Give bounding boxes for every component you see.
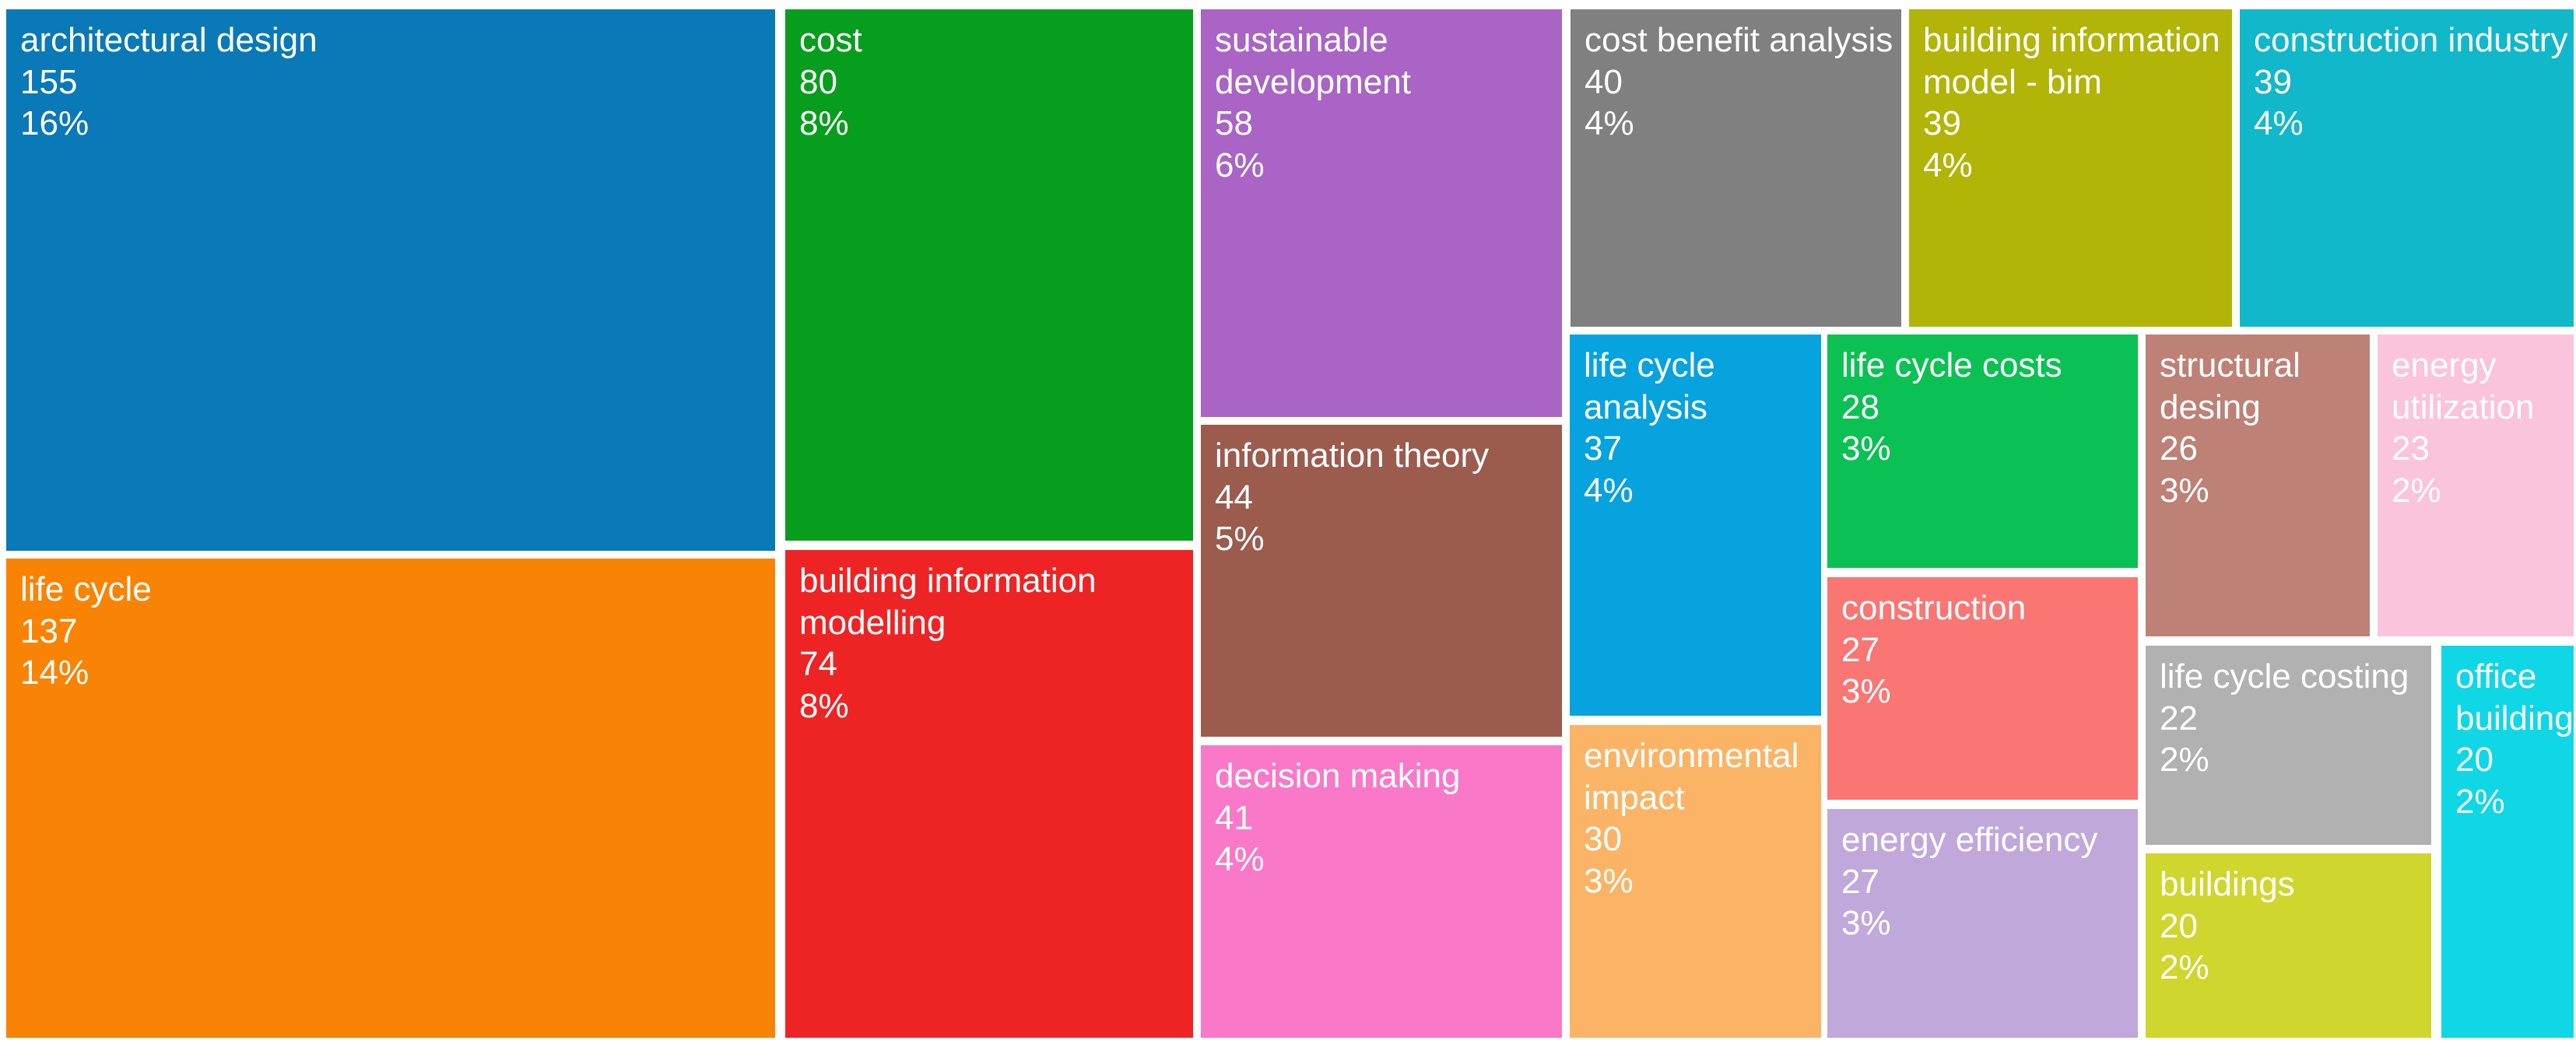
tile-value: 44: [1215, 478, 1253, 517]
treemap-tile-construction[interactable]: construction 27 3%: [1827, 577, 2138, 800]
treemap-tile-life-cycle-costs[interactable]: life cycle costs 28 3%: [1827, 335, 2138, 568]
tile-percent: 8%: [799, 104, 849, 143]
treemap-tile-energy-utilization[interactable]: energy utilization 23 2%: [2378, 335, 2574, 636]
treemap-tile-building-information-modelling[interactable]: building information modelling 74 8%: [785, 550, 1193, 1038]
tile-label: environmental impact: [1584, 737, 1799, 817]
tile-label: construction: [1841, 589, 2027, 627]
tile-label: architectural design: [20, 21, 318, 59]
treemap-tile-life-cycle-costing[interactable]: life cycle costing 22 2%: [2146, 646, 2431, 845]
tile-label: building information modelling: [799, 562, 1097, 642]
tile-value: 155: [20, 62, 78, 101]
tile-percent: 2%: [2392, 471, 2441, 510]
tile-label: decision making: [1215, 757, 1461, 795]
tile-percent: 4%: [1585, 104, 1634, 143]
tile-value: 41: [1215, 798, 1253, 837]
treemap-tile-buildings[interactable]: buildings 20 2%: [2146, 853, 2431, 1038]
tile-percent: 4%: [1584, 471, 1634, 510]
tile-value: 137: [20, 611, 78, 650]
treemap-tile-life-cycle-analysis[interactable]: life cycle analysis 37 4%: [1570, 335, 1821, 716]
tile-label: office building: [2455, 657, 2574, 737]
tile-percent: 4%: [1923, 146, 1973, 185]
tile-value: 80: [799, 62, 837, 101]
tile-label: buildings: [2160, 865, 2295, 903]
tile-percent: 8%: [799, 687, 849, 726]
tile-label: life cycle analysis: [1584, 346, 1715, 426]
tile-label: building information model - bim: [1923, 21, 2220, 101]
treemap-tile-building-information-model-bim[interactable]: building information model - bim 39 4%: [1909, 9, 2232, 327]
tile-percent: 5%: [1215, 520, 1265, 559]
treemap-tile-structural-desing[interactable]: structural desing 26 3%: [2146, 335, 2370, 636]
tile-percent: 4%: [1215, 840, 1265, 879]
tile-value: 23: [2392, 429, 2430, 468]
tile-value: 20: [2160, 906, 2198, 945]
tile-value: 22: [2160, 699, 2198, 737]
tile-label: sustainable development: [1215, 21, 1411, 101]
treemap-tile-cost[interactable]: cost 80 8%: [785, 9, 1193, 541]
tile-percent: 2%: [2160, 741, 2209, 779]
tile-percent: 4%: [2254, 104, 2304, 143]
tile-percent: 3%: [1584, 862, 1634, 901]
tile-label: cost benefit analysis: [1585, 21, 1893, 59]
treemap-tile-architectural-design[interactable]: architectural design 155 16%: [6, 9, 775, 551]
tile-value: 27: [1841, 630, 1879, 669]
treemap-tile-construction-industry[interactable]: construction industry 39 4%: [2240, 9, 2574, 327]
tile-label: structural desing: [2160, 346, 2301, 426]
tile-percent: 2%: [2160, 948, 2209, 987]
tile-value: 37: [1584, 429, 1622, 468]
tile-value: 74: [799, 645, 837, 684]
tile-label: life cycle: [20, 570, 152, 608]
tile-percent: 3%: [1841, 672, 1891, 711]
tile-value: 28: [1841, 387, 1879, 426]
tile-label: construction industry: [2254, 21, 2568, 59]
tile-label: life cycle costing: [2160, 657, 2409, 695]
treemap-tile-environmental-impact[interactable]: environmental impact 30 3%: [1570, 725, 1821, 1038]
tile-value: 27: [1841, 862, 1879, 901]
tile-value: 20: [2455, 741, 2494, 779]
tile-label: information theory: [1215, 436, 1490, 475]
tile-percent: 6%: [1215, 146, 1265, 185]
tile-percent: 3%: [1841, 429, 1891, 468]
tile-percent: 2%: [2455, 783, 2505, 822]
tile-percent: 16%: [20, 104, 89, 143]
tile-percent: 14%: [20, 653, 89, 692]
tile-value: 26: [2160, 429, 2198, 468]
treemap-tile-life-cycle[interactable]: life cycle 137 14%: [6, 559, 775, 1038]
tile-value: 30: [1584, 820, 1622, 859]
tile-label: cost: [799, 21, 862, 59]
treemap-tile-cost-benefit-analysis[interactable]: cost benefit analysis 40 4%: [1571, 9, 1901, 327]
tile-label: energy utilization: [2392, 346, 2535, 426]
tile-percent: 3%: [2160, 471, 2209, 510]
treemap-tile-decision-making[interactable]: decision making 41 4%: [1201, 745, 1562, 1038]
tile-value: 40: [1585, 62, 1623, 101]
tile-percent: 3%: [1841, 904, 1891, 943]
tile-label: energy efficiency: [1841, 821, 2098, 859]
tile-value: 39: [1923, 104, 1961, 143]
treemap-tile-energy-efficiency[interactable]: energy efficiency 27 3%: [1827, 809, 2138, 1038]
tile-value: 39: [2254, 62, 2292, 101]
treemap-tile-information-theory[interactable]: information theory 44 5%: [1201, 425, 1562, 737]
treemap-tile-sustainable-development[interactable]: sustainable development 58 6%: [1201, 9, 1562, 417]
tile-label: life cycle costs: [1841, 346, 2062, 384]
treemap-tile-office-building[interactable]: office building 20 2%: [2441, 646, 2574, 1038]
tile-value: 58: [1215, 104, 1253, 143]
